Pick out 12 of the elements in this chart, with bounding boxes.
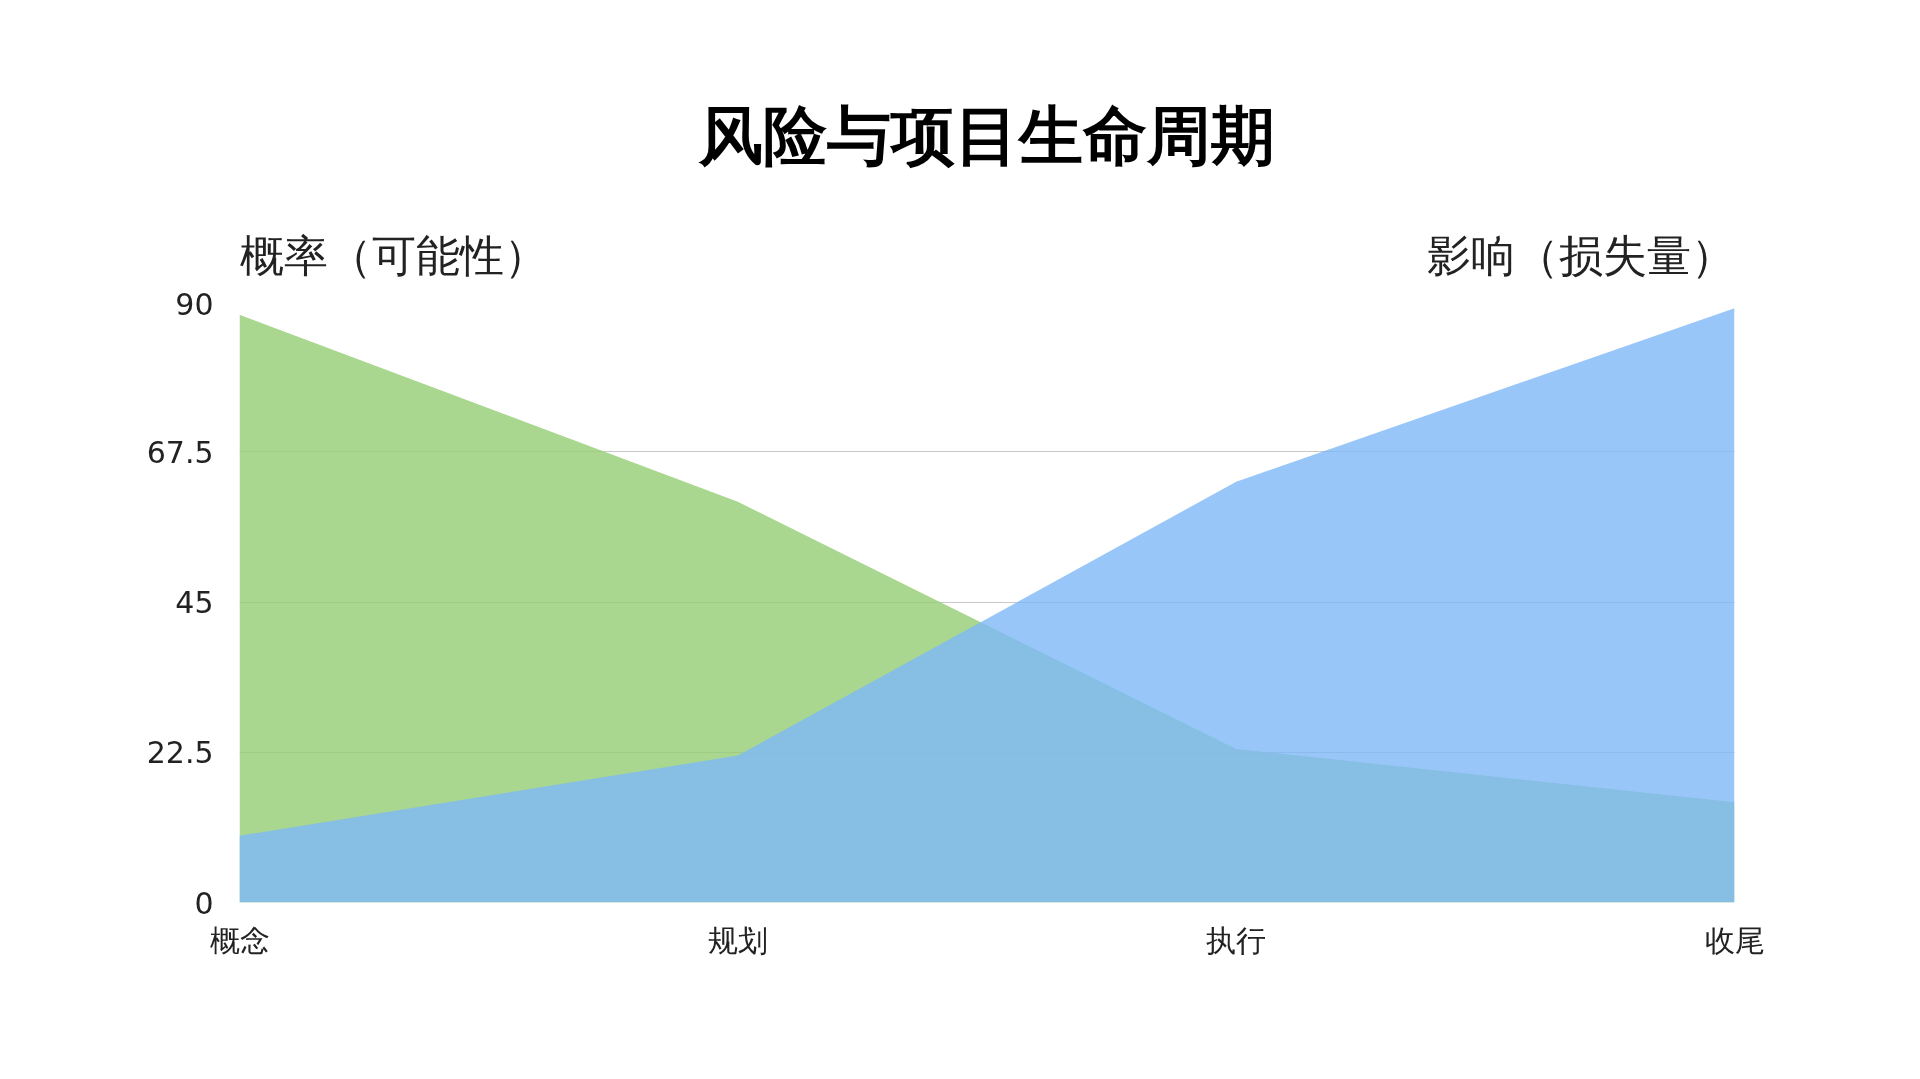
y-tick-label: 45 bbox=[175, 585, 214, 620]
series-label: 概率（可能性） bbox=[239, 229, 548, 281]
x-tick-label: 概念 bbox=[209, 922, 270, 958]
y-tick-label: 67.5 bbox=[146, 434, 214, 470]
chart-title: 风险与项目生命周期 bbox=[698, 98, 1275, 173]
y-tick-label: 22.5 bbox=[146, 735, 214, 771]
x-tick-label: 执行 bbox=[1206, 922, 1267, 958]
series-label: 影响（损失量） bbox=[1426, 229, 1735, 281]
x-tick-label: 规划 bbox=[707, 922, 768, 958]
y-tick-label: 0 bbox=[194, 885, 214, 921]
x-tick-label: 收尾 bbox=[1704, 922, 1765, 958]
y-tick-label: 90 bbox=[175, 286, 214, 322]
